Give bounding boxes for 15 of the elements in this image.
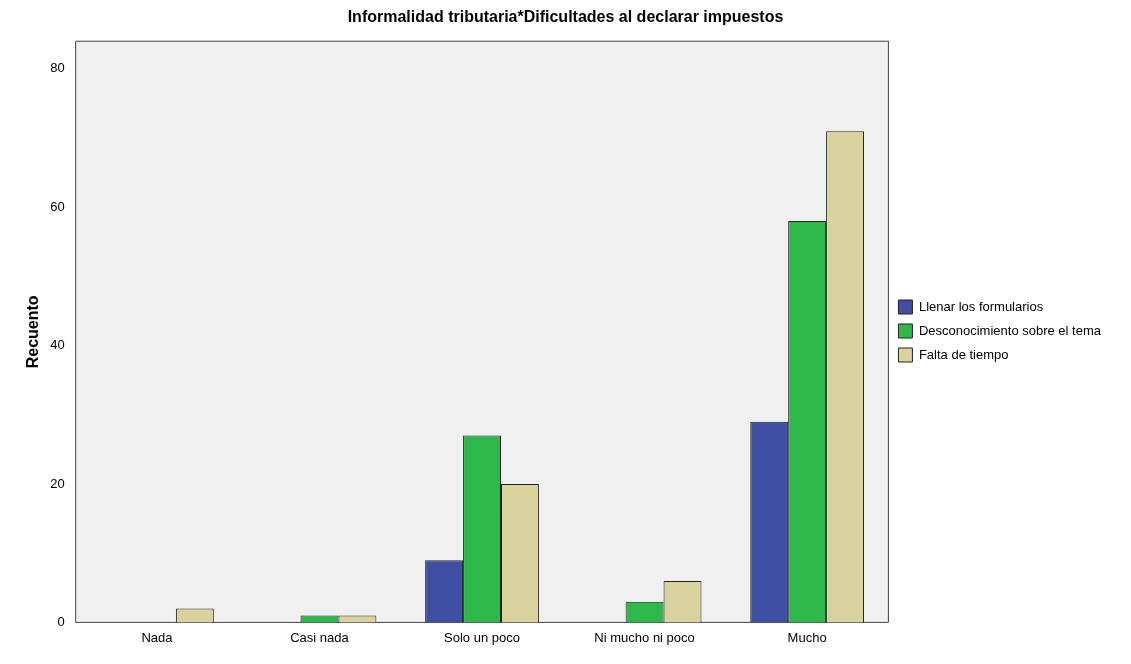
x-tick-label: Solo un poco: [444, 629, 520, 645]
y-tick-label: 40: [50, 337, 65, 353]
chart-title: Informalidad tributaria*Dificultades al declarar impuestos: [347, 8, 784, 26]
legend-label: Desconocimiento sobre el tema: [918, 322, 1102, 338]
x-tick-label: Ni mucho ni poco: [594, 629, 695, 645]
x-tick-label: Mucho: [787, 629, 827, 645]
y-axis-title: Recuento: [24, 295, 42, 369]
legend-label: Llenar los formularios: [918, 298, 1044, 314]
legend-label: Falta de tiempo: [918, 346, 1009, 362]
x-tick-label: Nada: [141, 629, 174, 645]
y-tick-label: 80: [50, 60, 65, 76]
x-tick-label: Casi nada: [290, 629, 350, 645]
y-tick-label: 20: [50, 475, 65, 491]
y-tick-label: 60: [50, 198, 65, 214]
y-tick-label: 0: [57, 613, 65, 629]
